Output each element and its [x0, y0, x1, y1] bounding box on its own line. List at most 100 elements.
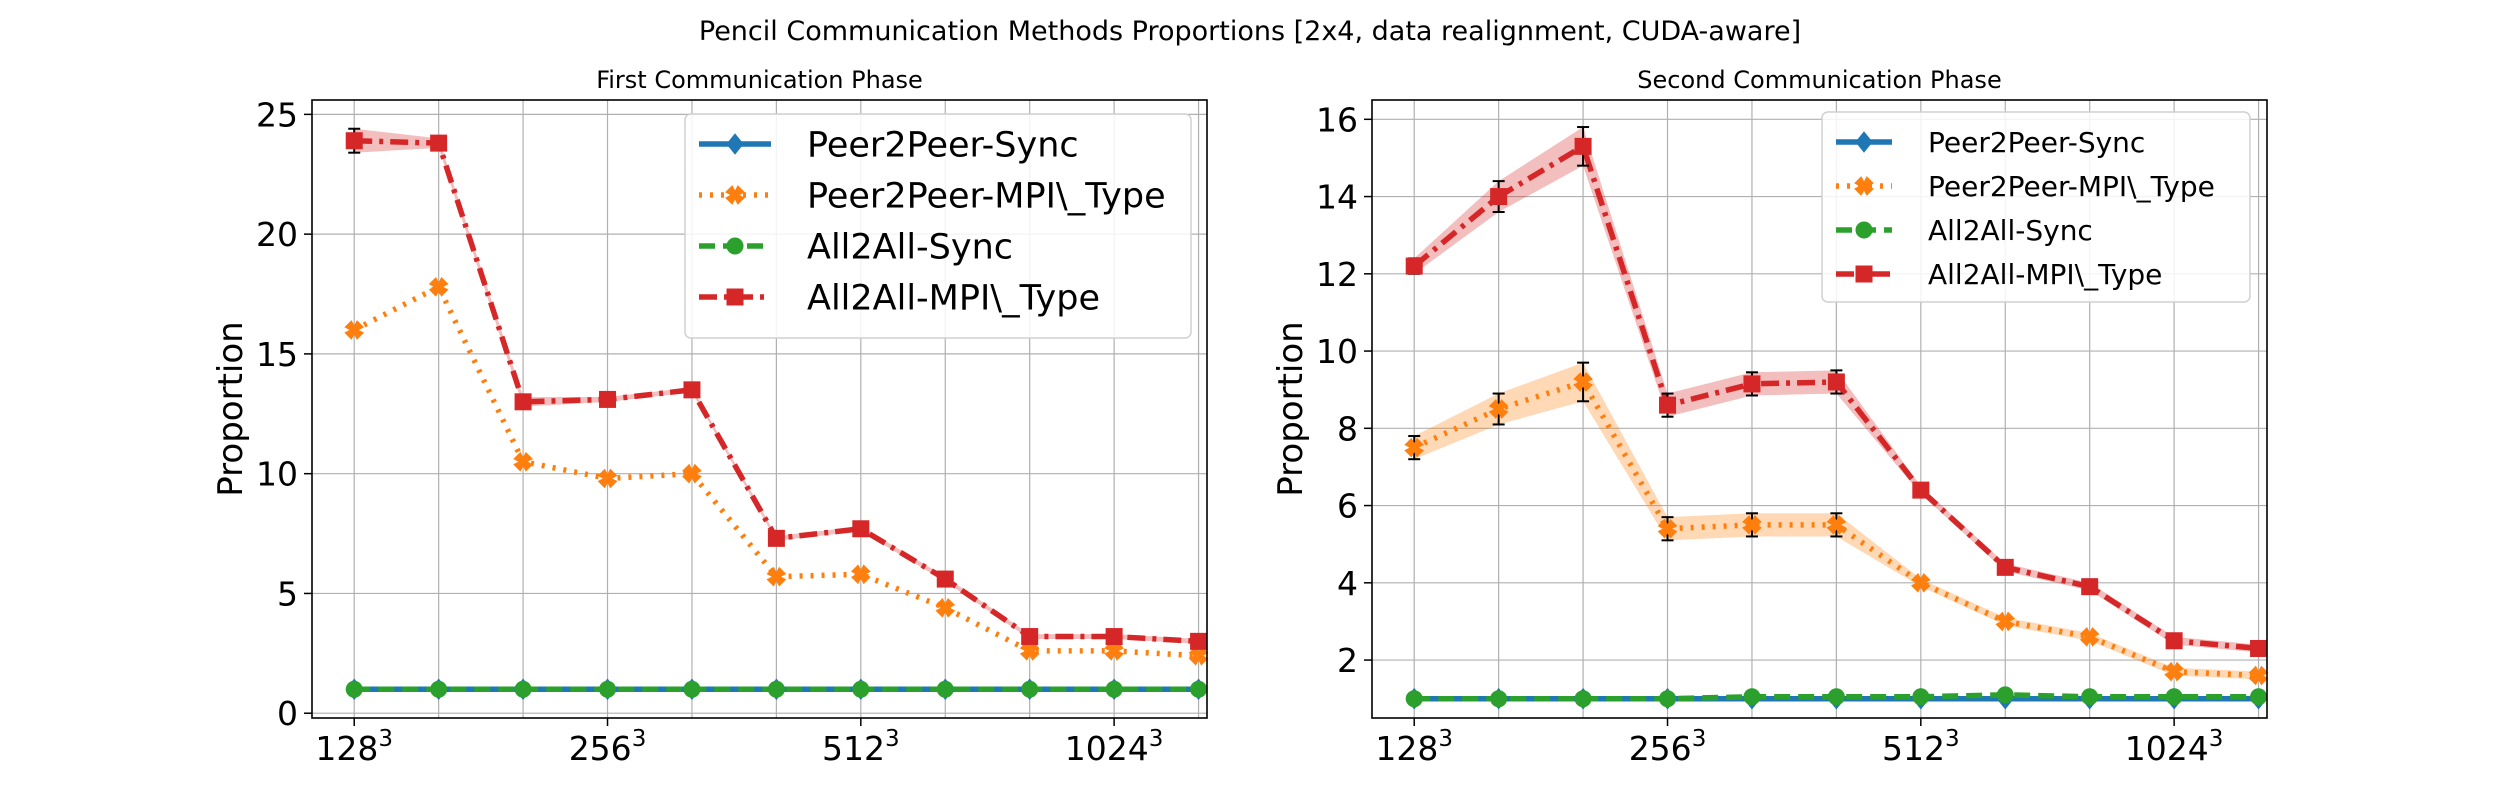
y-tick-label: 5	[277, 574, 298, 613]
data-point	[767, 529, 785, 547]
data-point	[2165, 688, 2183, 706]
y-tick-label: 16	[1316, 100, 1358, 139]
legend-label: All2All-MPI\_Type	[1928, 258, 2162, 291]
x-tick-label: 2563	[1629, 726, 1707, 768]
axes-first-phase: First Communication Phase Proportion 0 5 10 1…	[211, 66, 1209, 768]
data-point	[852, 680, 870, 698]
data-point	[2079, 627, 2100, 647]
legend-marker	[726, 237, 744, 255]
data-point	[1574, 137, 1592, 155]
series-all2all-sync	[345, 680, 1208, 698]
series-all2all-mpi-type	[1405, 126, 2268, 657]
series-all2all-mpi-type	[345, 127, 1208, 650]
data-point	[2250, 688, 2268, 706]
y-tick-label: 25	[256, 95, 298, 134]
y-tick-label: 20	[256, 215, 298, 254]
legend-marker	[725, 185, 745, 205]
x-tick-label: 5123	[1882, 726, 1960, 768]
legend: Peer2Peer-Sync Peer2Peer-MPI\_Type All2All…	[684, 113, 1192, 339]
data-point	[1742, 515, 1762, 535]
figure-suptitle: Pencil Communication Methods Proportions…	[699, 16, 1801, 47]
axes-second-phase: Second Communication Phase Proportion 2 4 6 8…	[1271, 66, 2269, 768]
data-point	[1912, 481, 1930, 499]
legend-marker	[1855, 265, 1873, 283]
data-point	[850, 564, 871, 585]
x-tick-label: 1283	[1375, 726, 1453, 768]
data-point	[1405, 257, 1423, 275]
data-point	[1019, 641, 1040, 661]
data-point	[1021, 628, 1039, 646]
data-point	[345, 132, 363, 150]
y-tick-label: 15	[256, 335, 298, 374]
y-tick-label: 0	[277, 694, 298, 733]
data-point	[767, 680, 785, 698]
legend-marker	[1854, 176, 1874, 196]
series-all2all-sync	[1405, 686, 2268, 708]
series-peer2peer-mpi-type	[344, 276, 1209, 666]
axes-frame	[311, 99, 1208, 719]
y-tick-label: 10	[1316, 332, 1358, 371]
data-point	[428, 276, 449, 297]
data-point	[1574, 690, 1592, 708]
data-point	[430, 680, 448, 698]
data-point	[345, 680, 363, 698]
data-point	[1743, 688, 1761, 706]
data-point	[683, 381, 701, 399]
data-point	[1488, 399, 1509, 419]
y-tick-label: 14	[1316, 178, 1358, 217]
data-point	[1657, 518, 1678, 539]
y-tick-label: 4	[1337, 564, 1358, 603]
y-axis-label: Proportion	[1271, 321, 1311, 496]
data-point	[936, 570, 954, 588]
legend-label: All2All-MPI\_Type	[807, 279, 1100, 319]
legend-label: Peer2Peer-Sync	[807, 126, 1079, 166]
data-point	[513, 451, 533, 472]
legend-label: Peer2Peer-MPI\_Type	[1928, 170, 2215, 203]
axes-frame	[1371, 99, 2268, 719]
x-tick-label: 10243	[2125, 726, 2224, 768]
data-point	[1190, 632, 1208, 650]
axes-title: First Communication Phase	[596, 66, 923, 94]
data-point	[1659, 396, 1677, 414]
data-point	[514, 680, 532, 698]
legend-marker	[1855, 221, 1873, 239]
legend-label: All2All-Sync	[1928, 214, 2093, 247]
y-tick-label: 6	[1337, 487, 1358, 526]
legend-label: Peer2Peer-MPI\_Type	[807, 177, 1166, 217]
y-axis-label: Proportion	[211, 321, 251, 496]
data-point	[1659, 690, 1677, 708]
x-tick-label: 10243	[1065, 726, 1164, 768]
data-point	[1490, 188, 1508, 206]
data-point	[766, 566, 787, 587]
data-point	[599, 680, 617, 698]
x-tick-label: 2563	[569, 726, 647, 768]
data-point	[1912, 688, 1930, 706]
data-point	[1995, 611, 2016, 632]
data-point	[514, 393, 532, 411]
data-point	[344, 320, 365, 340]
legend: Peer2Peer-Sync Peer2Peer-MPI\_Type All2All…	[1821, 111, 2251, 303]
data-point	[2081, 688, 2099, 706]
legend-frame	[684, 113, 1192, 339]
x-tick-label: 5123	[822, 726, 900, 768]
data-point	[1827, 373, 1845, 391]
x-tick-label: 1283	[315, 726, 393, 768]
data-point	[1996, 686, 2014, 704]
legend-label: Peer2Peer-Sync	[1928, 126, 2145, 159]
data-point	[1827, 688, 1845, 706]
data-point	[935, 597, 956, 618]
data-point	[2164, 661, 2184, 682]
data-point	[1996, 558, 2014, 576]
data-point	[2081, 578, 2099, 596]
data-point	[1021, 680, 1039, 698]
data-point	[1826, 515, 1847, 535]
legend-label: All2All-Sync	[807, 228, 1013, 268]
data-point	[1190, 680, 1208, 698]
y-tick-label: 2	[1337, 641, 1358, 680]
data-point	[2250, 639, 2268, 657]
y-tick-label: 8	[1337, 409, 1358, 448]
series-peer2peer-mpi-type	[1404, 361, 2269, 686]
data-point	[430, 134, 448, 152]
data-point	[1104, 641, 1124, 661]
